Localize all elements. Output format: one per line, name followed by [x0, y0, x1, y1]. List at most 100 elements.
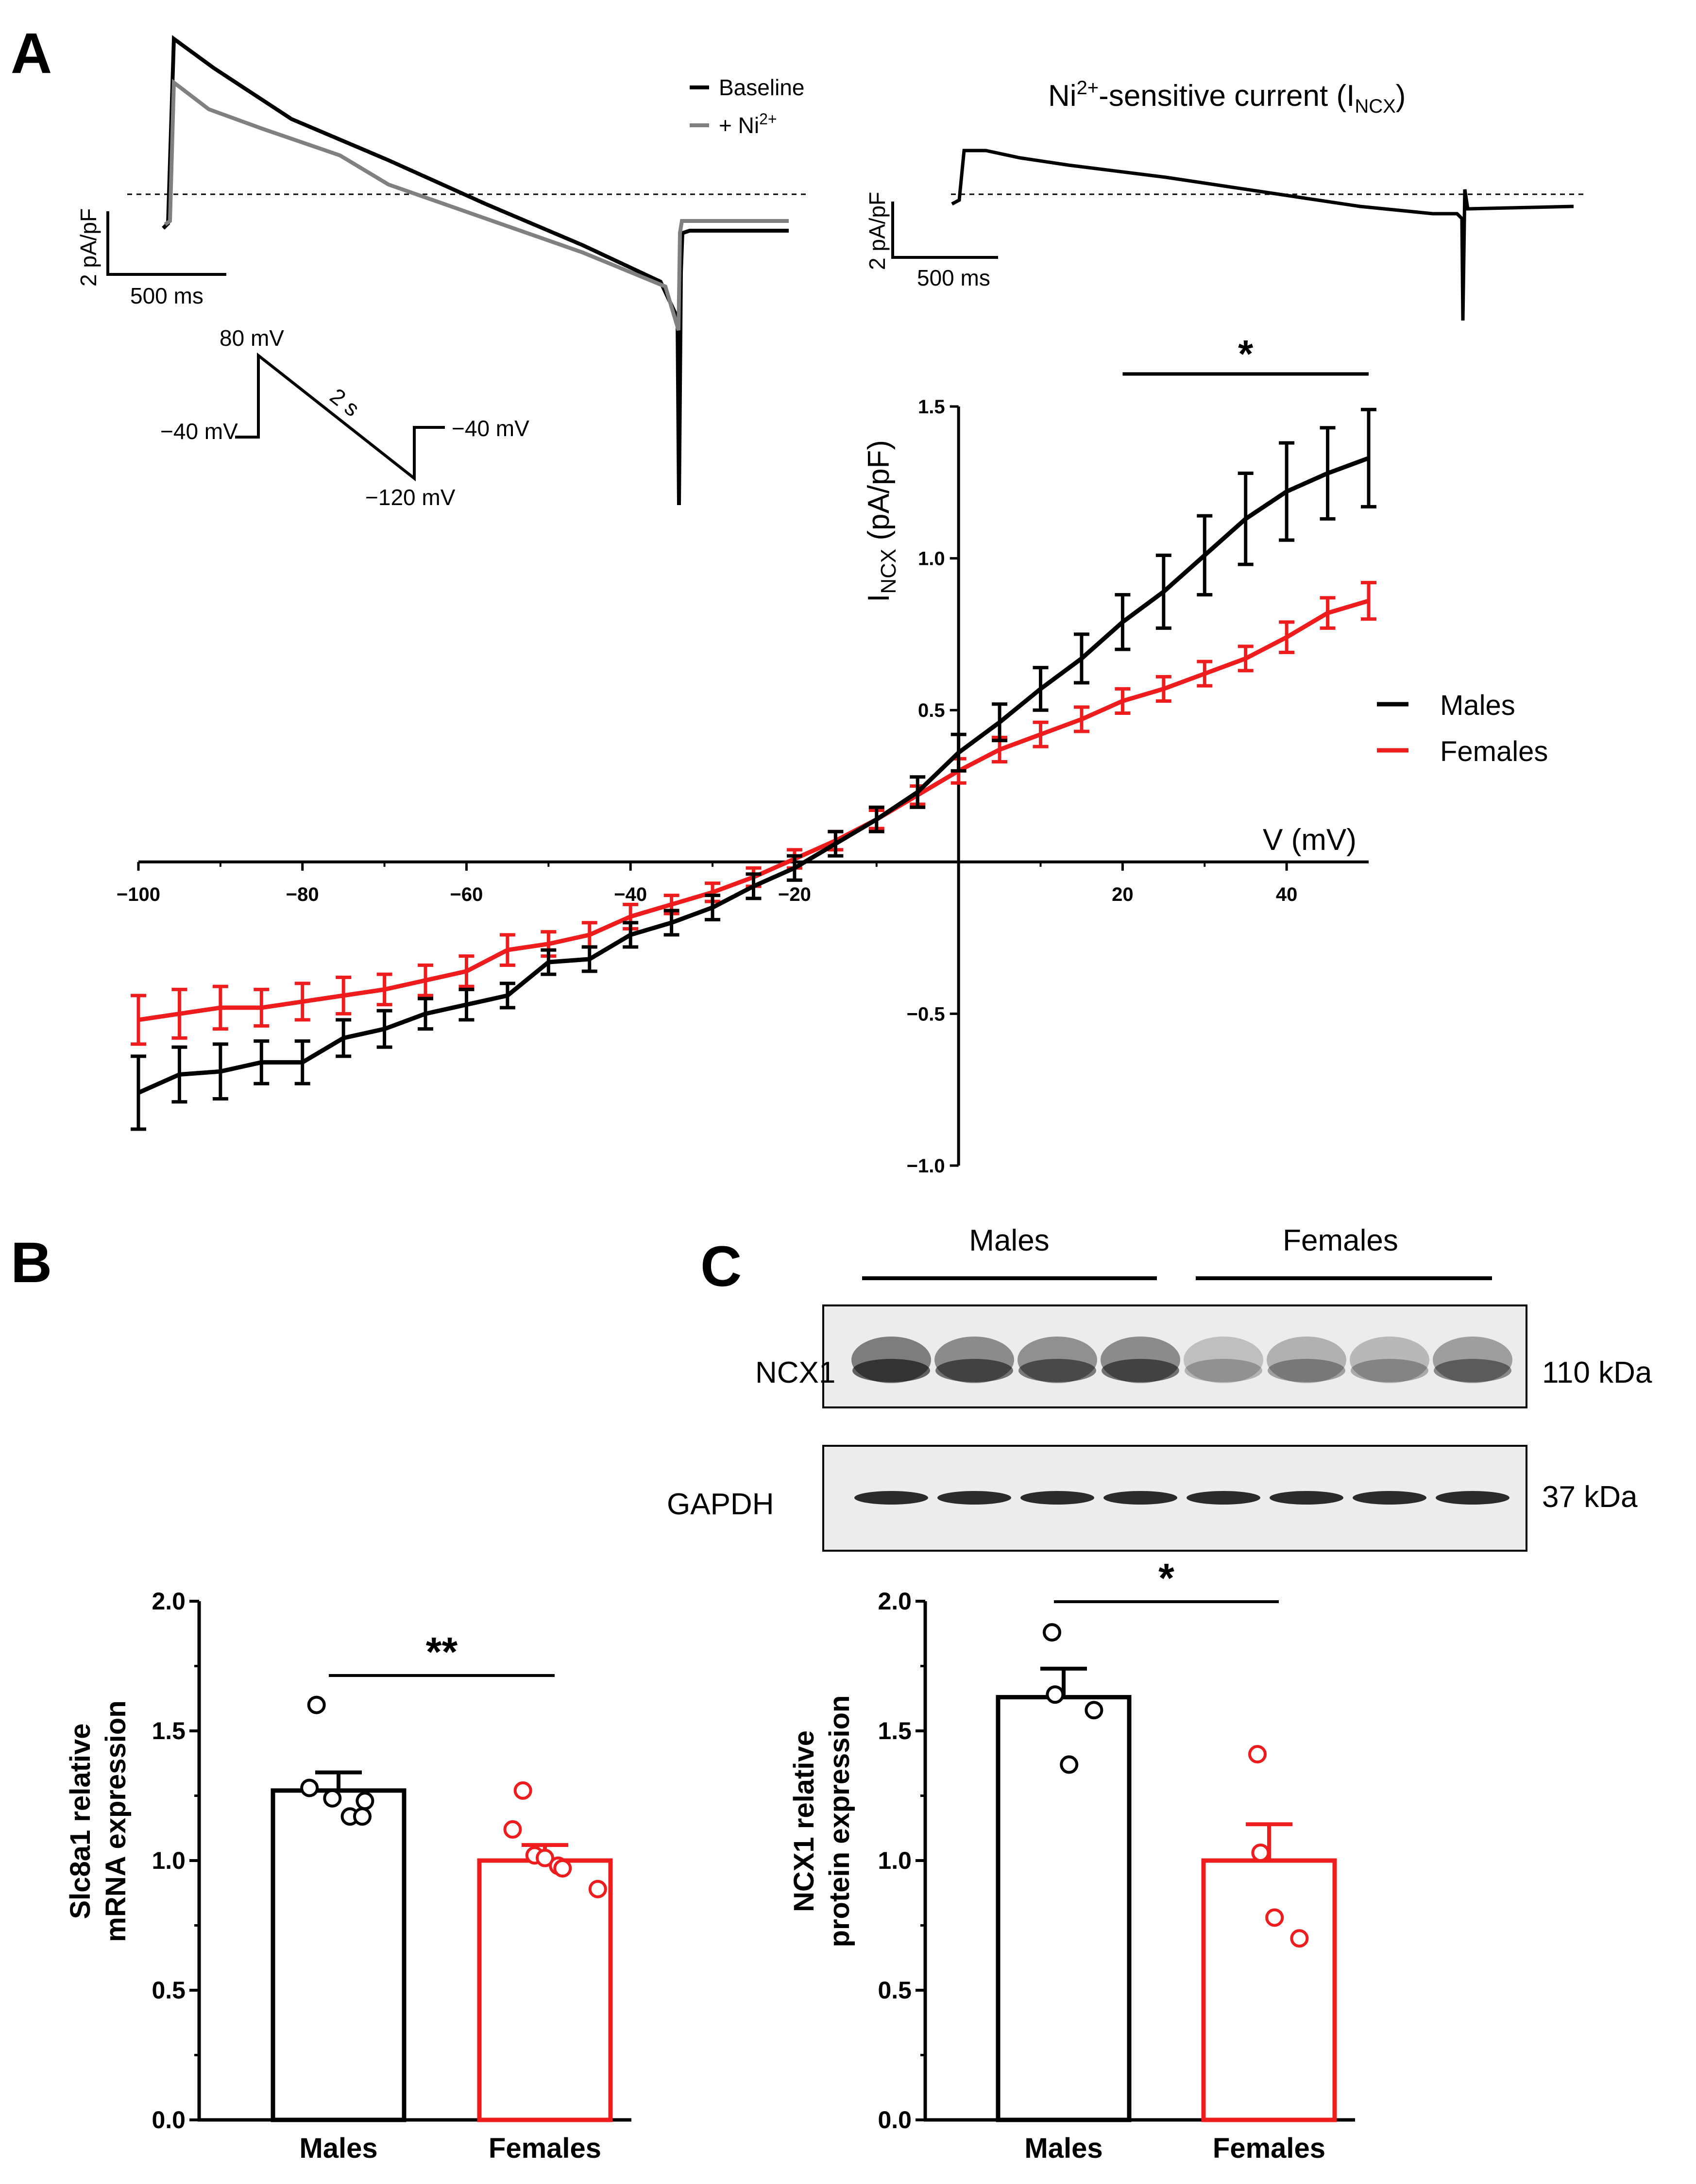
bar-c-ylabel-1: NCX1 relative	[788, 1730, 820, 1912]
left-scale-x: 500 ms	[130, 283, 204, 308]
bar-b-point-females	[588, 1879, 607, 1898]
bar-b-point-males	[300, 1778, 319, 1797]
bar-b-y-tick-label: 1.0	[152, 1847, 186, 1874]
voltage-protocol	[235, 352, 445, 482]
panel-b-letter: B	[11, 1231, 52, 1295]
panel-c-letter: C	[700, 1235, 742, 1299]
bar-c-ylabel-2: protein expression	[824, 1695, 855, 1947]
bar-c-point-males	[1085, 1701, 1103, 1720]
bar-b-significance-star: **	[426, 1629, 458, 1675]
right-scale-bar	[891, 202, 998, 259]
bar-c-y-tick-label: 1.5	[878, 1717, 912, 1744]
gapdh-band	[1103, 1491, 1177, 1505]
bar-c-point-males	[1060, 1755, 1079, 1774]
gapdh-band	[1353, 1491, 1426, 1505]
iv-y-tick-label: 0.5	[918, 700, 945, 721]
legend-females-label: Females	[1440, 736, 1548, 767]
blot-group-females: Females	[1283, 1224, 1398, 1257]
bar-b-point-males	[353, 1807, 372, 1826]
ncx1-band	[935, 1359, 1013, 1382]
bar-c-point-males	[1043, 1623, 1061, 1642]
gapdh-band	[1436, 1491, 1509, 1505]
iv-line-males	[137, 456, 1370, 1095]
bar-c-point-females	[1251, 1843, 1270, 1862]
iv-x-tick-label: 20	[1112, 884, 1134, 905]
bar-b-ylabel-1: Slc8a1 relative	[65, 1723, 96, 1919]
iv-line-females	[138, 598, 1370, 1022]
bar-b-bar-males	[271, 1788, 407, 2122]
bar-b-point-females	[553, 1859, 572, 1878]
iv-x-tick-label: −40	[614, 884, 647, 905]
bar-b-ylabel-2: mRNA expression	[100, 1700, 132, 1942]
bar-b-point-males	[356, 1792, 374, 1811]
blot-ncx1	[822, 1304, 1527, 1408]
iv-x-tick-label: −100	[117, 884, 160, 905]
blot-row2-size: 37 kDa	[1542, 1480, 1638, 1514]
ncx-trace	[951, 149, 1574, 321]
bar-b-point-males	[323, 1789, 342, 1808]
legend-males-label: Males	[1440, 690, 1515, 721]
right-scale-y: 2 pA/pF	[865, 192, 890, 270]
protocol-top: 80 mV	[220, 325, 284, 351]
bar-b-point-males	[307, 1695, 326, 1714]
ncx1-band	[1185, 1359, 1262, 1382]
iv-x-tick-label: −80	[286, 884, 319, 905]
blot-row1-size: 110 kDa	[1542, 1356, 1652, 1389]
bar-c-point-females	[1248, 1745, 1267, 1764]
ncx1-band-smear	[1350, 1337, 1429, 1383]
blot-row2-label: GAPDH	[667, 1488, 774, 1521]
bar-b-point-females	[513, 1781, 532, 1800]
bar-c-y-tick-label: 0.5	[878, 1977, 912, 2004]
left-scale-bar	[106, 211, 226, 276]
bar-b-x-label: Males	[299, 2133, 377, 2164]
iv-x-tick-label: 40	[1276, 884, 1298, 905]
bar-b-y-tick-label: 0.5	[152, 1977, 186, 2004]
bar-chart-b: 0.0 0.5 1.0 1.5 2.0 Males Females **	[152, 1588, 631, 2164]
protocol-duration: 2 s	[325, 383, 364, 422]
gapdh-band	[1020, 1491, 1094, 1505]
gapdh-band	[1187, 1491, 1260, 1505]
ni-trace	[164, 79, 789, 331]
ncx1-band	[1102, 1359, 1179, 1382]
panel-a-letter: A	[11, 21, 52, 85]
bar-b-x-label: Females	[489, 2133, 601, 2164]
right-trace-title: Ni2+-sensitive current (INCX)	[1048, 77, 1406, 117]
right-scale-x: 500 ms	[917, 265, 990, 290]
blot-row1-label: NCX1	[755, 1356, 835, 1389]
bar-c-x-label: Males	[1024, 2133, 1102, 2164]
ncx1-band-smear	[1433, 1337, 1512, 1383]
ncx1-band-smear	[1018, 1337, 1097, 1383]
ncx1-band-smear	[1267, 1337, 1346, 1383]
blot-group-males: Males	[969, 1224, 1049, 1257]
gapdh-band	[1270, 1491, 1343, 1505]
bar-b-y-tick-label: 0.0	[152, 2106, 186, 2133]
gapdh-band	[937, 1491, 1011, 1505]
bar-chart-c: 0.0 0.5 1.0 1.5 2.0 Males Females *	[878, 1555, 1355, 2164]
iv-significance-star: *	[1238, 332, 1254, 375]
legend-baseline-label: Baseline	[719, 75, 804, 100]
iv-y-tick-label: −1.0	[907, 1155, 945, 1177]
protocol-hold-right: −40 mV	[452, 416, 529, 441]
legend-ni-label: + Ni2+	[719, 110, 777, 138]
bar-c-y-tick-label: 0.0	[878, 2106, 912, 2133]
iv-chart: −100 −80 −60 −40 −20 20 40 −1.0 −0.5 0.5 1.0 1.5 *	[117, 332, 1376, 1177]
gapdh-band	[854, 1491, 928, 1505]
ncx1-band-smear	[1184, 1337, 1263, 1383]
bar-c-x-label: Females	[1213, 2133, 1325, 2164]
bar-c-point-females	[1290, 1929, 1309, 1948]
bar-c-point-males	[1046, 1685, 1065, 1704]
bar-c-bar-females	[1201, 1858, 1337, 2122]
iv-x-tick-label: −20	[778, 884, 811, 905]
bar-c-point-females	[1265, 1908, 1284, 1927]
iv-x-tick-label: −60	[450, 884, 483, 905]
ncx1-band	[1268, 1359, 1345, 1382]
bar-b-point-females	[536, 1848, 554, 1867]
protocol-hold-left: −40 mV	[160, 419, 238, 444]
blot-bands	[851, 1337, 1512, 1505]
ncx1-band	[1434, 1359, 1511, 1382]
ncx1-band	[1351, 1359, 1428, 1382]
ncx1-band	[852, 1359, 930, 1382]
protocol-bottom: −120 mV	[365, 485, 456, 510]
baseline-trace	[162, 35, 789, 506]
